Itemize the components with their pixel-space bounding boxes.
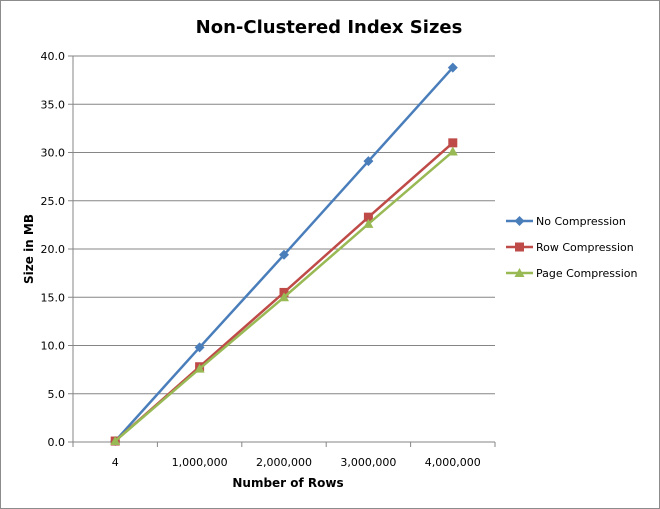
legend-item: Row Compression: [506, 241, 634, 254]
legend-marker: [514, 216, 525, 226]
y-tick-label: 40.0: [41, 50, 66, 63]
legend: No Compression Row Compression Page Compre…: [506, 215, 638, 280]
data-point: [447, 62, 458, 73]
data-point: [363, 218, 374, 228]
x-axis-title: Number of Rows: [232, 476, 343, 490]
series-page-compression: [110, 146, 458, 446]
data-point: [279, 292, 289, 302]
x-tick-label: 2,000,000: [256, 456, 312, 469]
data-point: [448, 138, 458, 148]
x-tick-label: 3,000,000: [340, 456, 396, 469]
gridlines: [73, 55, 495, 395]
y-tick-label: 5.0: [48, 388, 66, 401]
legend-label: No Compression: [536, 215, 626, 228]
y-tick-label: 30.0: [41, 147, 66, 160]
x-axis-ticks: 4 1,000,000 2,000,000 3,000,000 4,000,000: [72, 442, 496, 469]
chart-title: Non-Clustered Index Sizes: [196, 17, 463, 38]
y-axis-title: Size in MB: [22, 214, 36, 284]
data-point: [194, 363, 205, 373]
data-point: [447, 146, 458, 156]
legend-marker: [514, 268, 525, 277]
y-tick-label: 0.0: [48, 436, 66, 449]
data-point: [194, 342, 205, 353]
y-tick-label: 10.0: [41, 340, 66, 353]
data-point: [279, 249, 289, 260]
legend-label: Page Compression: [536, 267, 638, 280]
data-point: [363, 212, 373, 222]
legend-marker: [515, 242, 524, 252]
legend-item: No Compression: [506, 215, 626, 228]
x-tick-label: 4: [112, 456, 119, 469]
y-tick-label: 35.0: [41, 98, 66, 111]
y-axis-ticks: 0.0 5.0 10.0 15.0 20.0 25.0 30.0 35.0 40.0: [41, 50, 73, 449]
y-tick-label: 20.0: [41, 243, 66, 256]
y-tick-label: 15.0: [41, 291, 66, 304]
legend-label: Row Compression: [536, 241, 634, 254]
data-point: [110, 436, 121, 446]
series-layer: [110, 62, 458, 447]
series-no-compression: [110, 62, 458, 447]
x-tick-label: 1,000,000: [172, 456, 228, 469]
x-tick-label: 4,000,000: [425, 456, 481, 469]
legend-item: Page Compression: [506, 267, 638, 280]
y-tick-label: 25.0: [41, 195, 66, 208]
data-point: [363, 156, 374, 167]
